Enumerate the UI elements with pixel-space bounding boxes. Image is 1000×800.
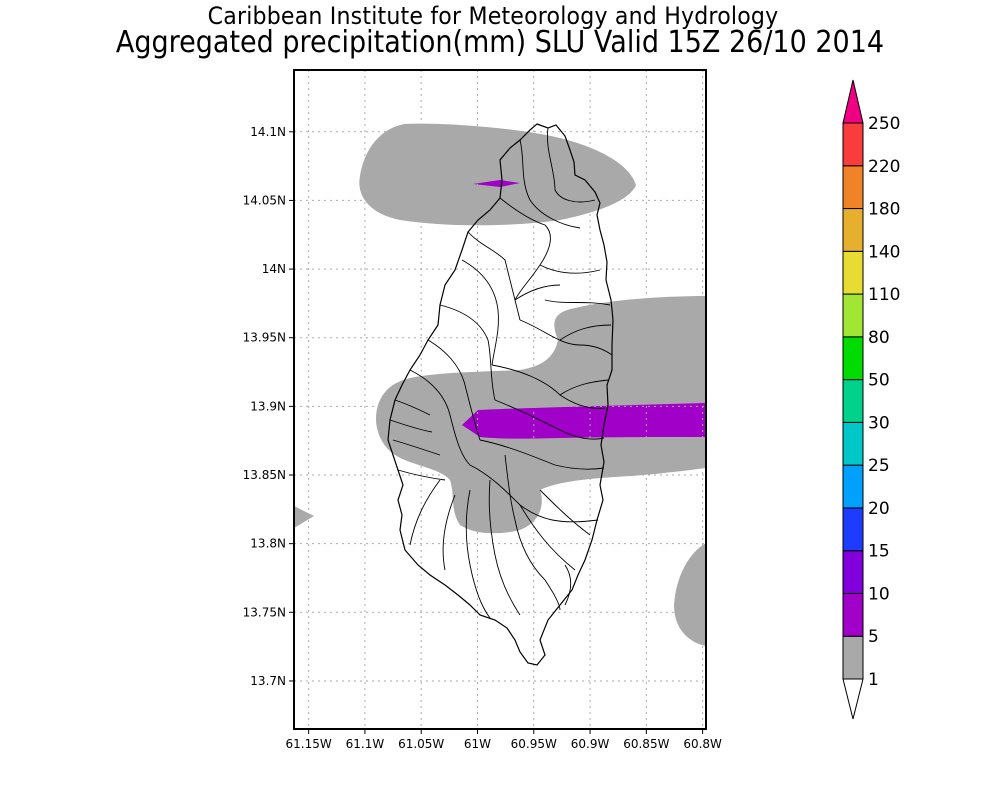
colorbar-swatch	[842, 293, 864, 338]
lat-tick-label: 13.85N	[243, 468, 286, 482]
lat-tick-label: 13.8N	[250, 537, 286, 551]
lon-tick-label: 61.15W	[286, 737, 332, 751]
colorbar-swatch	[842, 250, 864, 295]
map-title: Aggregated precipitation(mm) SLU Valid 1…	[115, 25, 885, 60]
island-outline	[387, 123, 614, 666]
colorbar-label: 140	[868, 242, 900, 262]
lon-tick-label: 60.95W	[511, 737, 557, 751]
lat-tick-label: 14.05N	[243, 193, 286, 207]
colorbar-swatch	[842, 464, 864, 509]
colorbar-min-arrow	[842, 678, 864, 720]
colorbar-swatch	[842, 336, 864, 381]
colorbar-label: 5	[868, 627, 879, 647]
lat-tick-label: 13.7N	[250, 674, 286, 688]
lat-tick-label: 14.1N	[250, 125, 286, 139]
precip-region-north-gray	[359, 123, 636, 226]
colorbar-label: 30	[868, 413, 890, 433]
colorbar-swatch	[842, 379, 864, 423]
colorbar-label: 20	[868, 499, 890, 519]
longitude-axis: 61.15W 61.1W 61.05W 61W 60.95W 60.9W 60.85W 60.…	[286, 729, 722, 751]
watershed-boundaries	[389, 127, 613, 619]
lat-tick-label: 13.75N	[243, 605, 286, 619]
institution-title: Caribbean Institute for Meteorology and …	[207, 2, 779, 30]
lon-tick-label: 61.05W	[398, 737, 444, 751]
lon-tick-label: 60.8W	[683, 737, 722, 751]
lat-tick-label: 13.95N	[243, 331, 286, 345]
lon-tick-label: 60.9W	[571, 737, 610, 751]
colorbar-swatch	[842, 421, 864, 466]
precip-region-west-gray	[294, 506, 314, 528]
colorbar-swatch	[842, 592, 864, 637]
colorbar-label: 25	[868, 456, 890, 476]
colorbar-swatch	[842, 550, 864, 594]
lon-tick-label: 60.85W	[623, 737, 669, 751]
colorbar-swatch	[842, 635, 864, 680]
grid-lines	[294, 70, 706, 729]
lat-tick-label: 13.9N	[250, 399, 286, 413]
colorbar-label: 50	[868, 371, 890, 391]
colorbar-swatch	[842, 208, 864, 252]
colorbar-label: 180	[868, 200, 900, 220]
map-layer	[294, 70, 706, 729]
colorbar-label: 250	[868, 114, 900, 134]
colorbar-swatch	[842, 122, 864, 167]
colorbar-swatch	[842, 507, 864, 552]
colorbar-label: 220	[868, 157, 900, 177]
precip-region-north-purple	[473, 180, 520, 187]
lon-tick-label: 61W	[464, 737, 491, 751]
lat-tick-label: 14N	[262, 262, 286, 276]
plot-frame	[293, 69, 707, 730]
colorbar-max-arrow	[842, 79, 864, 124]
colorbar-swatch	[842, 165, 864, 210]
colorbar-label: 80	[868, 328, 890, 348]
precip-region-southeast-gray	[674, 543, 706, 646]
colorbar-label: 10	[868, 584, 890, 604]
latitude-axis: 14.1N 14.05N 14N 13.95N 13.9N 13.85N 13.8N 13.7…	[243, 125, 294, 688]
colorbar-label: 15	[868, 542, 890, 562]
lon-tick-label: 61.1W	[346, 737, 385, 751]
colorbar-label: 1	[868, 670, 879, 690]
colorbar-label: 110	[868, 285, 900, 305]
